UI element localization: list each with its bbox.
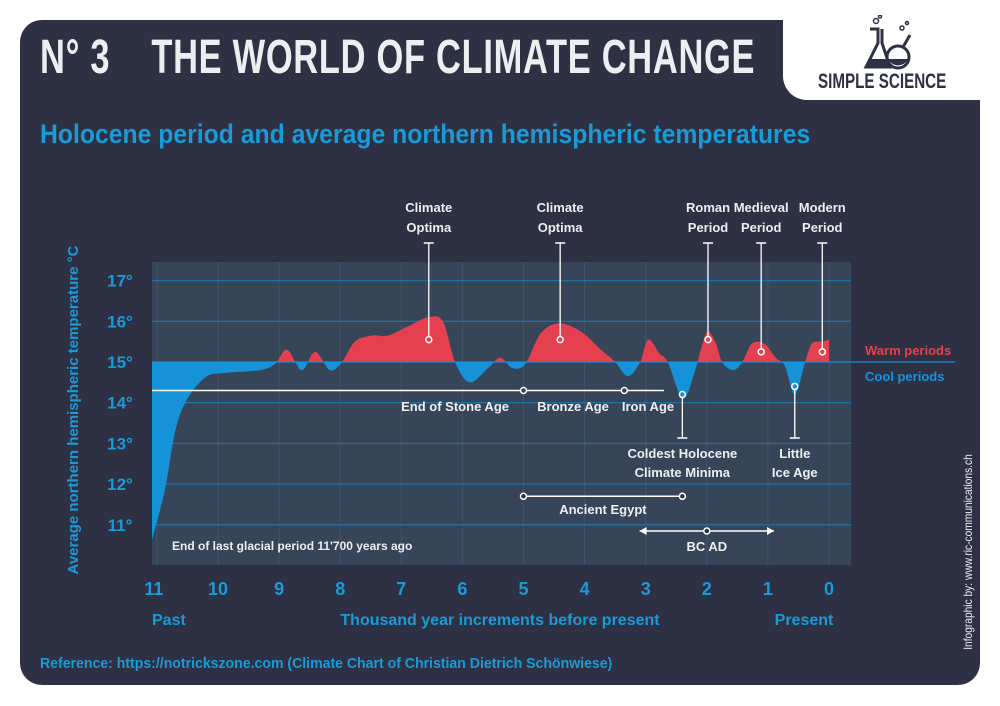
period-marker — [519, 386, 528, 395]
egypt-marker — [519, 492, 528, 501]
bc-ad-marker — [703, 527, 711, 535]
x-tick-label: 11 — [144, 579, 163, 599]
warm-area — [152, 316, 829, 362]
x-tick-label: 0 — [824, 579, 834, 599]
annotation-marker — [678, 390, 687, 399]
legend-warm: Warm periods — [865, 343, 951, 358]
x-tick-label: 2 — [702, 579, 712, 599]
egypt-label: Ancient Egypt — [559, 502, 647, 517]
glacial-note: End of last glacial period 11'700 years … — [172, 539, 412, 553]
x-right-label: Present — [775, 612, 834, 629]
annotation-marker — [791, 382, 799, 391]
annotation-label-top: Optima — [538, 220, 584, 235]
annotation-marker — [704, 335, 712, 344]
x-tick-label: 5 — [518, 579, 528, 599]
annotation-label-top: Period — [802, 220, 843, 235]
x-tick-label: 3 — [641, 579, 651, 599]
chart-subtitle: Holocene period and average northern hem… — [40, 119, 811, 149]
y-tick-label: 13° — [107, 434, 133, 453]
annotation-label-bottom: Climate Minima — [635, 465, 731, 480]
annotation-label-top: Medieval — [734, 200, 789, 215]
period-label-1: Bronze Age — [537, 399, 609, 414]
annotation-label-top: Modern — [799, 200, 846, 215]
x-tick-label: 8 — [335, 579, 345, 599]
period-label-0: End of Stone Age — [401, 399, 509, 414]
annotation-label-top: Optima — [406, 220, 452, 235]
x-tick-label: 1 — [763, 579, 773, 599]
logo-text: SIMPLE SCIENCE — [818, 70, 947, 93]
y-tick-label: 16° — [107, 312, 133, 331]
y-tick-label: 15° — [107, 353, 133, 372]
legend-cool: Cool periods — [865, 369, 944, 384]
annotation-label-top: Roman — [686, 200, 730, 215]
annotation-label-bottom: Coldest Holocene — [627, 446, 737, 461]
annotation-label-top: Period — [688, 220, 729, 235]
annotation-label-bottom: Little — [779, 446, 810, 461]
annotation-label-bottom: Ice Age — [772, 465, 818, 480]
egypt-marker — [678, 492, 687, 501]
annotation-label-top: Climate — [537, 200, 584, 215]
annotation-marker — [757, 348, 765, 356]
y-tick-label: 11° — [108, 516, 133, 535]
x-tick-label: 10 — [208, 579, 228, 599]
annotation-marker — [556, 335, 564, 344]
x-tick-label: 6 — [457, 579, 467, 599]
y-tick-label: 17° — [107, 272, 133, 291]
period-label-2: Iron Age — [622, 399, 674, 414]
annotation-label-top: Period — [741, 220, 782, 235]
x-tick-label: 7 — [396, 579, 406, 599]
y-tick-label: 12° — [107, 475, 133, 494]
x-left-label: Past — [152, 612, 186, 629]
bc-ad-label: BC AD — [686, 539, 727, 554]
y-tick-label: 14° — [107, 394, 133, 413]
reference-text: Reference: https://notrickszone.com (Cli… — [40, 655, 613, 672]
x-tick-label: 9 — [274, 579, 284, 599]
page-title: N° 3 THE WORLD OF CLIMATE CHANGE — [40, 31, 756, 84]
annotation-marker — [818, 348, 827, 356]
plot-area — [152, 262, 851, 565]
period-marker — [620, 386, 629, 395]
annotation-marker — [425, 335, 433, 344]
x-axis-label: Thousand year increments before present — [340, 612, 660, 629]
annotation-label-top: Climate — [405, 200, 452, 215]
y-axis-label: Average northern hemispheric temperature… — [65, 245, 82, 574]
x-tick-label: 4 — [580, 579, 590, 599]
flasks-icon — [863, 15, 912, 70]
